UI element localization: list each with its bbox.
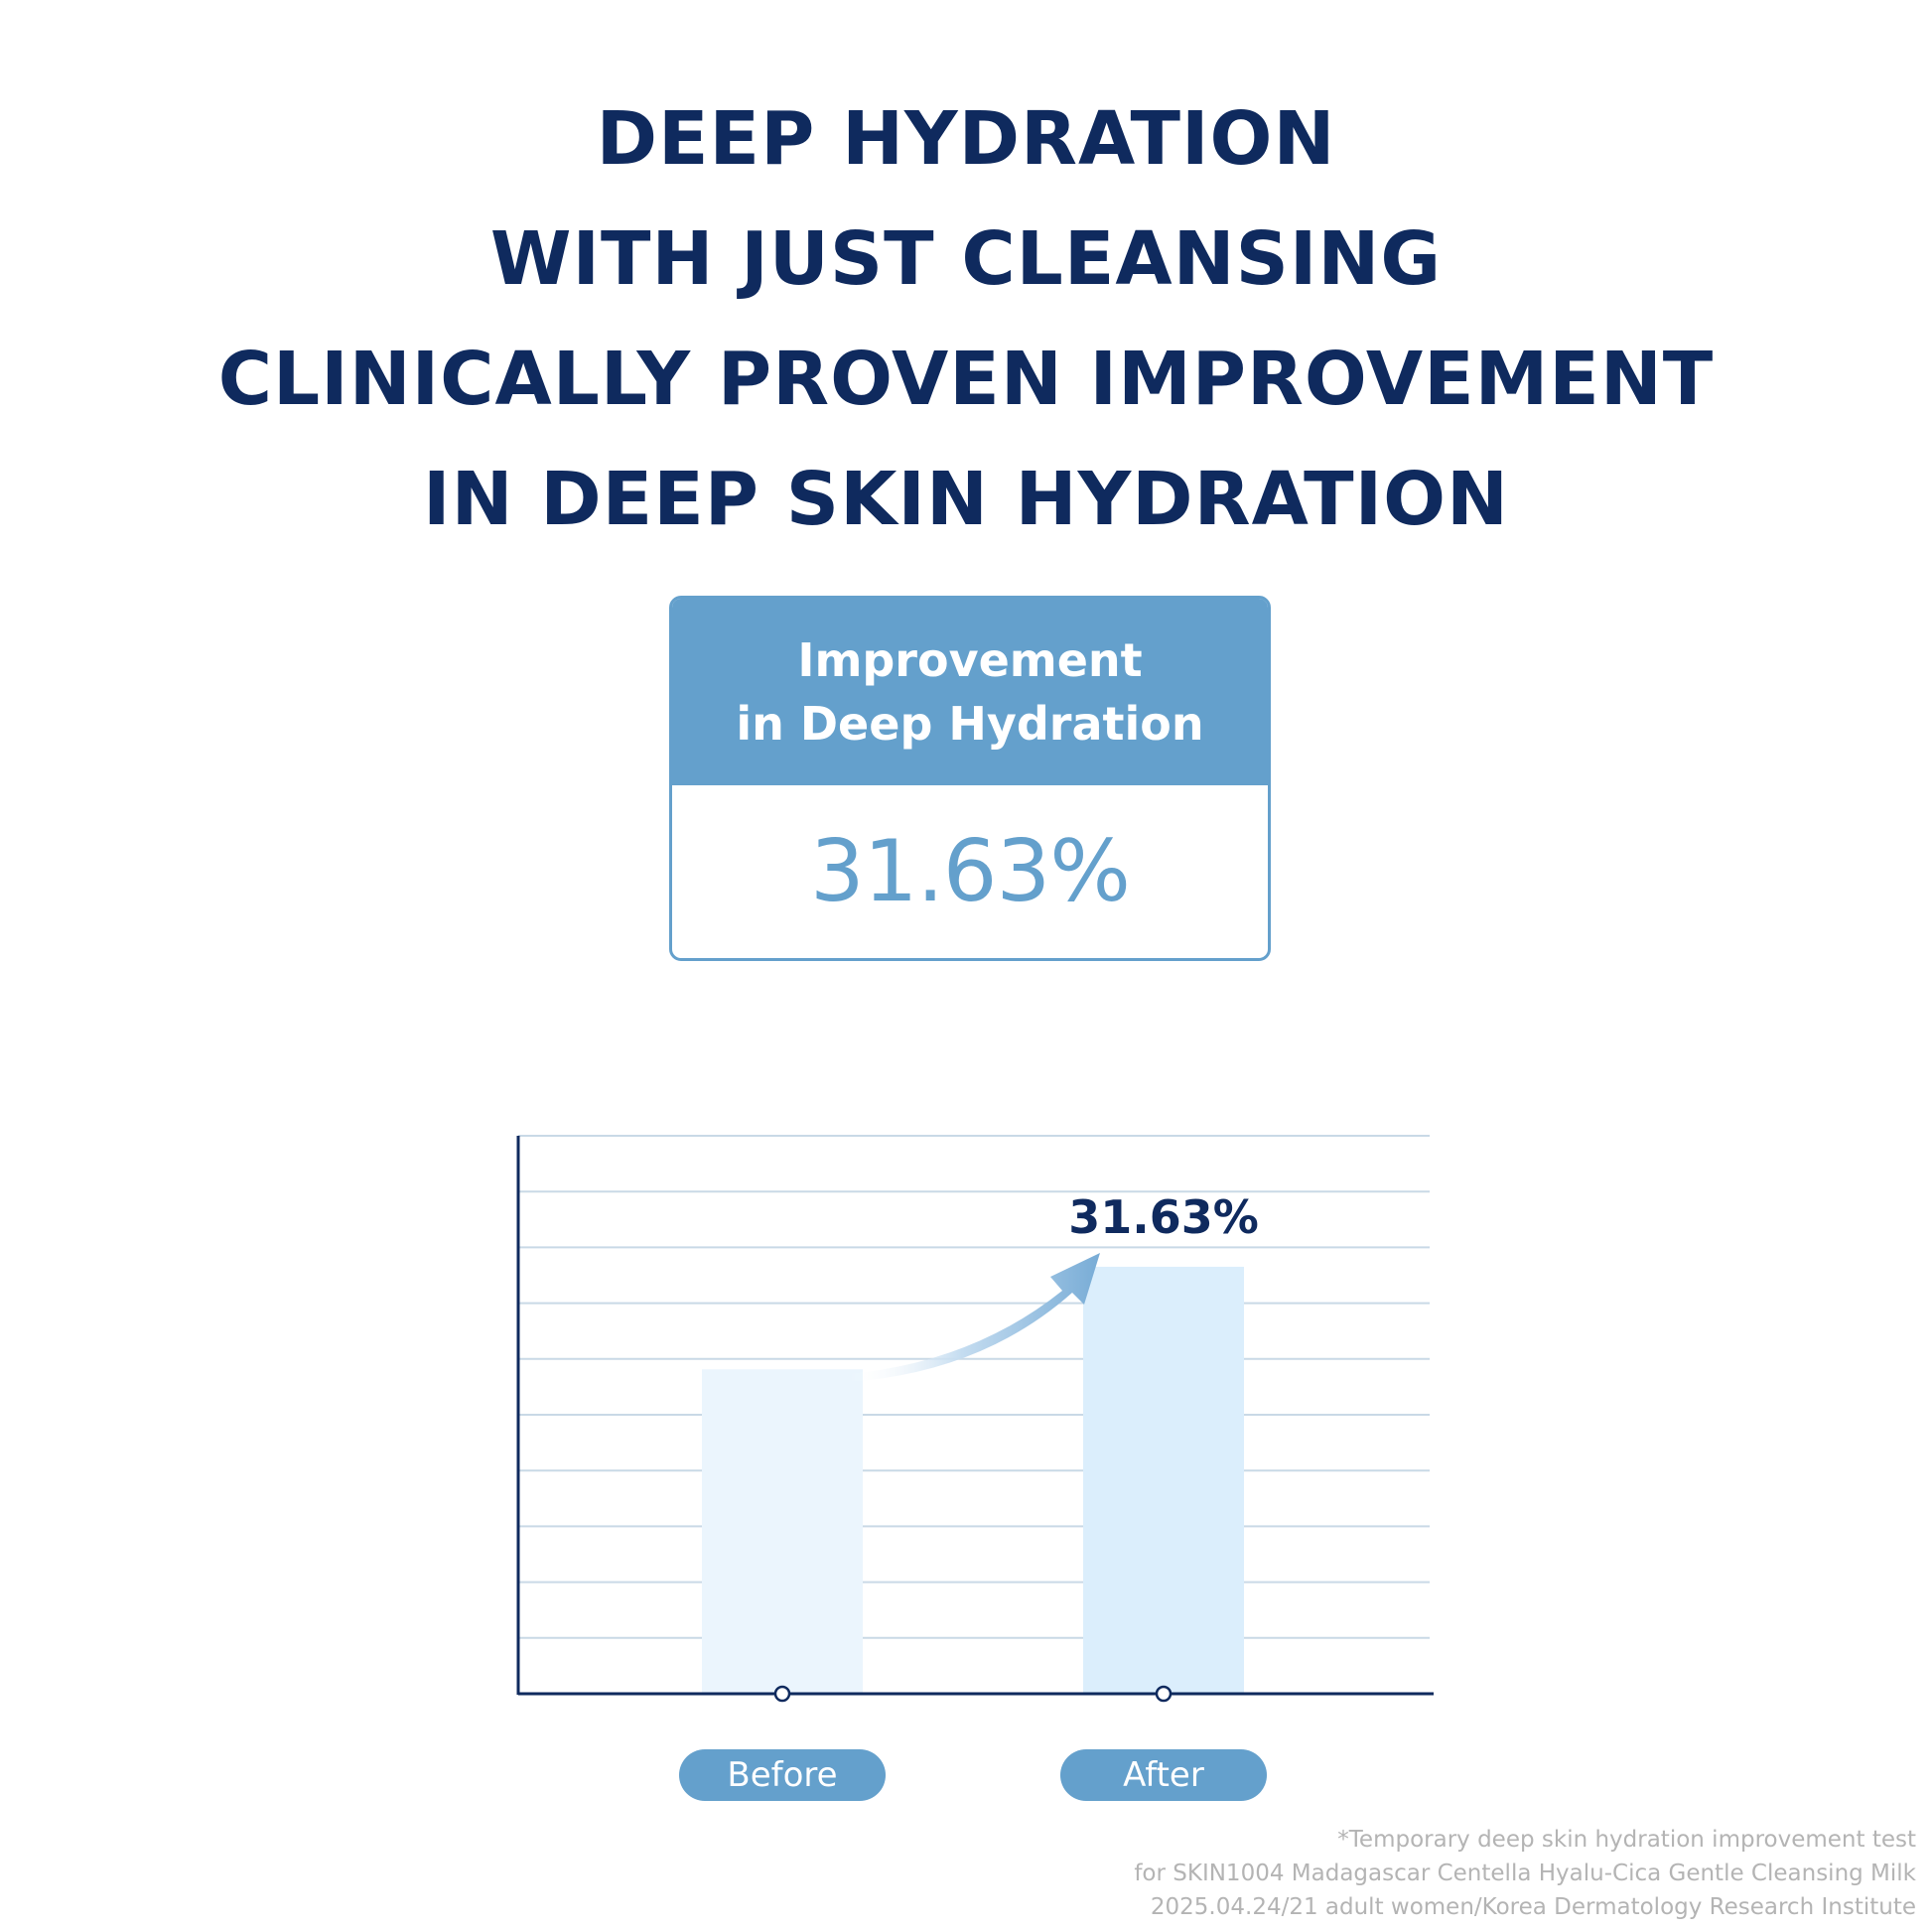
chart-category-pills: Before After	[679, 1749, 1267, 1801]
headline-line-1: DEEP HYDRATION	[596, 96, 1336, 182]
chart-labels: 31.63%	[1068, 1190, 1259, 1244]
footnote: *Temporary deep skin hydration improveme…	[1134, 1823, 1916, 1924]
headline-line-2: WITH JUST CLEANSING	[489, 216, 1443, 302]
tick-marker-after	[1155, 1685, 1173, 1703]
category-label: After	[1123, 1755, 1204, 1795]
stat-box: Improvement in Deep Hydration 31.63%	[669, 596, 1271, 961]
data-label-after: 31.63%	[1068, 1190, 1259, 1244]
stat-label: Improvement in Deep Hydration	[672, 599, 1268, 785]
category-pill-after: After	[1060, 1749, 1267, 1801]
growth-arrow-icon	[849, 1253, 1100, 1382]
stat-label-line-2: in Deep Hydration	[736, 697, 1204, 751]
chart-tick-markers	[773, 1685, 1173, 1703]
footnote-line-1: *Temporary deep skin hydration improveme…	[1337, 1827, 1916, 1853]
headline: DEEP HYDRATION WITH JUST CLEANSING CLINI…	[0, 79, 1932, 560]
stat-label-line-1: Improvement	[797, 633, 1143, 687]
category-pill-bg	[1060, 1749, 1267, 1801]
tick-marker-before	[773, 1685, 791, 1703]
footnote-line-2: for SKIN1004 Madagascar Centella Hyalu-C…	[1134, 1861, 1916, 1886]
stat-value: 31.63%	[810, 822, 1131, 921]
category-label: Before	[727, 1755, 837, 1795]
category-pill-bg	[679, 1749, 886, 1801]
chart-bars	[702, 1266, 1244, 1694]
chart-gridlines	[518, 1135, 1430, 1639]
bar-before	[702, 1369, 863, 1694]
footnote-line-3: 2025.04.24/21 adult women/Korea Dermatol…	[1150, 1894, 1916, 1920]
headline-line-4: IN DEEP SKIN HYDRATION	[423, 457, 1509, 542]
category-pill-before: Before	[679, 1749, 886, 1801]
bar-after	[1083, 1266, 1244, 1694]
chart-axes	[516, 1136, 1434, 1696]
headline-line-3: CLINICALLY PROVEN IMPROVEMENT	[217, 337, 1715, 422]
